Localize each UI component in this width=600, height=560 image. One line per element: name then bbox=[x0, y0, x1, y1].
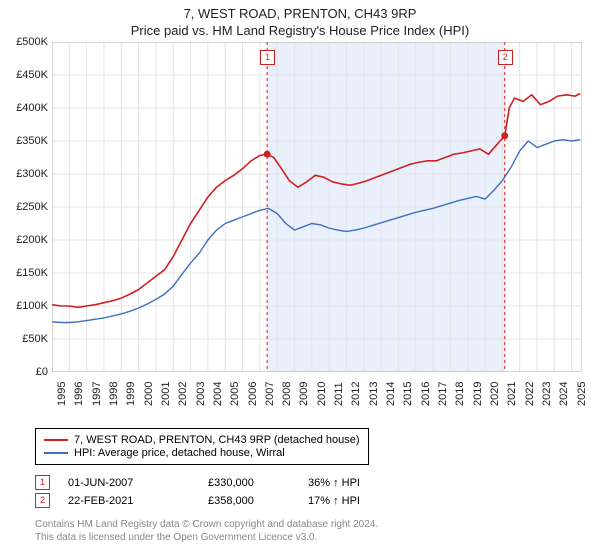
x-axis-label: 1997 bbox=[91, 382, 103, 406]
x-axis-label: 2002 bbox=[177, 382, 189, 406]
title-block: 7, WEST ROAD, PRENTON, CH43 9RP Price pa… bbox=[0, 0, 600, 38]
price-paid-pct: 36% ↑ HPI bbox=[308, 477, 428, 489]
price-paid-marker: 1 bbox=[35, 475, 50, 490]
x-axis-label: 2011 bbox=[333, 382, 345, 406]
y-axis-label: £450K bbox=[4, 69, 48, 81]
y-axis-label: £500K bbox=[4, 36, 48, 48]
x-axis-label: 2012 bbox=[350, 382, 362, 406]
x-axis-label: 2020 bbox=[489, 382, 501, 406]
price-paid-price: £358,000 bbox=[208, 495, 308, 507]
y-axis-label: £150K bbox=[4, 267, 48, 279]
y-axis-label: £400K bbox=[4, 102, 48, 114]
x-axis-label: 2010 bbox=[316, 382, 328, 406]
x-axis-label: 2009 bbox=[298, 382, 310, 406]
x-axis-label: 1995 bbox=[56, 382, 68, 406]
x-axis-label: 2019 bbox=[472, 382, 484, 406]
legend-swatch-hpi bbox=[44, 452, 68, 454]
chart-area: £0 £50K £100K £150K £200K £250K £300K £350K £400… bbox=[0, 42, 600, 422]
x-axis-label: 2000 bbox=[143, 382, 155, 406]
chart-svg bbox=[52, 42, 582, 372]
price-paid-row: 2 22-FEB-2021 £358,000 17% ↑ HPI bbox=[35, 493, 428, 508]
chart-marker-box: 2 bbox=[498, 50, 513, 65]
price-paid-pct: 17% ↑ HPI bbox=[308, 495, 428, 507]
price-paid-row: 1 01-JUN-2007 £330,000 36% ↑ HPI bbox=[35, 475, 428, 490]
chart-marker-box: 1 bbox=[260, 50, 275, 65]
price-paid-date: 22-FEB-2021 bbox=[68, 495, 208, 507]
x-axis-label: 2021 bbox=[506, 382, 518, 406]
x-axis-label: 1998 bbox=[108, 382, 120, 406]
x-axis-label: 1999 bbox=[125, 382, 137, 406]
x-axis-label: 2017 bbox=[437, 382, 449, 406]
legend-label-hpi: HPI: Average price, detached house, Wirr… bbox=[74, 447, 285, 459]
y-axis-label: £250K bbox=[4, 201, 48, 213]
footer-line1: Contains HM Land Registry data © Crown c… bbox=[35, 519, 378, 532]
x-axis-label: 1996 bbox=[73, 382, 85, 406]
legend-swatch-price-paid bbox=[44, 439, 68, 441]
y-axis-label: £350K bbox=[4, 135, 48, 147]
price-paid-date: 01-JUN-2007 bbox=[68, 477, 208, 489]
x-axis-label: 2003 bbox=[195, 382, 207, 406]
x-axis-label: 2022 bbox=[524, 382, 536, 406]
x-axis-label: 2014 bbox=[385, 382, 397, 406]
x-axis-label: 2008 bbox=[281, 382, 293, 406]
y-axis-label: £0 bbox=[4, 366, 48, 378]
legend-row-hpi: HPI: Average price, detached house, Wirr… bbox=[44, 447, 360, 459]
x-axis-label: 2001 bbox=[160, 382, 172, 406]
x-axis-label: 2024 bbox=[558, 382, 570, 406]
price-paid-table: 1 01-JUN-2007 £330,000 36% ↑ HPI 2 22-FE… bbox=[35, 472, 428, 511]
x-axis-label: 2004 bbox=[212, 382, 224, 406]
x-axis-label: 2023 bbox=[541, 382, 553, 406]
x-axis-label: 2025 bbox=[576, 382, 588, 406]
footer-line2: This data is licensed under the Open Gov… bbox=[35, 532, 378, 545]
price-paid-price: £330,000 bbox=[208, 477, 308, 489]
legend: 7, WEST ROAD, PRENTON, CH43 9RP (detache… bbox=[35, 428, 369, 465]
x-axis-label: 2005 bbox=[229, 382, 241, 406]
legend-label-price-paid: 7, WEST ROAD, PRENTON, CH43 9RP (detache… bbox=[74, 434, 360, 446]
y-axis-label: £50K bbox=[4, 333, 48, 345]
price-paid-marker: 2 bbox=[35, 493, 50, 508]
x-axis-label: 2013 bbox=[368, 382, 380, 406]
y-axis-label: £200K bbox=[4, 234, 48, 246]
x-axis-label: 2015 bbox=[402, 382, 414, 406]
chart-title-subtitle: Price paid vs. HM Land Registry's House … bbox=[0, 23, 600, 38]
y-axis-label: £300K bbox=[4, 168, 48, 180]
chart-title-address: 7, WEST ROAD, PRENTON, CH43 9RP bbox=[0, 6, 600, 21]
x-axis-label: 2018 bbox=[454, 382, 466, 406]
chart-container: 7, WEST ROAD, PRENTON, CH43 9RP Price pa… bbox=[0, 0, 600, 560]
y-axis-label: £100K bbox=[4, 300, 48, 312]
footer: Contains HM Land Registry data © Crown c… bbox=[35, 519, 378, 544]
x-axis-label: 2007 bbox=[264, 382, 276, 406]
legend-row-price-paid: 7, WEST ROAD, PRENTON, CH43 9RP (detache… bbox=[44, 434, 360, 446]
x-axis-label: 2006 bbox=[247, 382, 259, 406]
x-axis-label: 2016 bbox=[420, 382, 432, 406]
